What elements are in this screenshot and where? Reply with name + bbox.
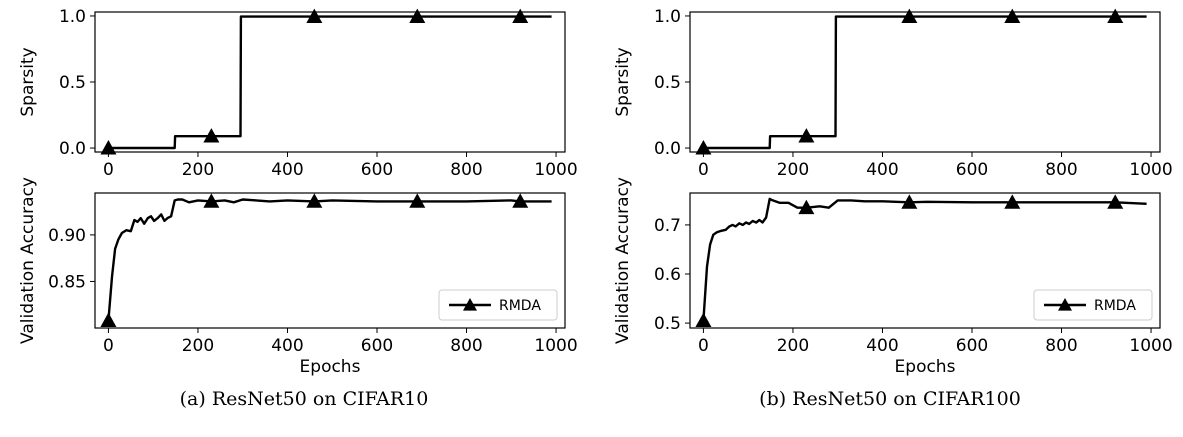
series-marker bbox=[512, 193, 529, 208]
series-marker bbox=[409, 8, 426, 24]
y-axis-label: Validation Accuracy bbox=[613, 177, 633, 344]
x-tick-label: 0 bbox=[698, 336, 709, 356]
x-tick-label: 400 bbox=[271, 336, 303, 356]
chart-a-bottom: 0 200 400 600 800 1000 0.85 0.90 Validation Accu… bbox=[18, 177, 578, 377]
series-marker bbox=[901, 194, 918, 209]
chart-a-top: 0 200 400 600 800 1000 0.0 0.5 1.0 Sparsity bbox=[18, 7, 578, 180]
series-marker bbox=[901, 8, 918, 24]
y-tick-label: 1.0 bbox=[59, 7, 86, 27]
x-axis-label: Epochs bbox=[895, 357, 956, 377]
series-marker bbox=[306, 193, 323, 208]
x-tick-label: 200 bbox=[777, 160, 809, 180]
series-marker bbox=[1107, 8, 1124, 24]
series-marker bbox=[695, 140, 712, 155]
series-line bbox=[108, 15, 552, 150]
plot-frame bbox=[94, 192, 566, 329]
x-tick-label: 800 bbox=[450, 160, 482, 180]
x-tick-label: 600 bbox=[956, 160, 988, 180]
legend: RMDA bbox=[438, 289, 558, 321]
legend: RMDA bbox=[1033, 289, 1153, 321]
chart-b-top: 0 200 400 600 800 1000 0.0 0.5 1.0 Sparsity bbox=[613, 7, 1173, 180]
x-tick-label: 800 bbox=[1045, 336, 1077, 356]
x-tick-label: 600 bbox=[361, 336, 393, 356]
series-marker bbox=[1004, 194, 1021, 209]
series-marker bbox=[798, 128, 815, 143]
legend-label: RMDA bbox=[1094, 298, 1136, 314]
x-tick-label: 1000 bbox=[1129, 336, 1172, 356]
caption-b: (b) ResNet50 on CIFAR100 bbox=[759, 388, 1021, 410]
x-tick-label: 200 bbox=[182, 336, 214, 356]
x-tick-label: 200 bbox=[777, 336, 809, 356]
x-tick-label: 400 bbox=[866, 336, 898, 356]
x-tick-label: 1000 bbox=[534, 160, 577, 180]
series-marker bbox=[100, 312, 117, 327]
legend-box bbox=[438, 289, 558, 321]
x-tick-label: 0 bbox=[103, 160, 114, 180]
y-axis-label: Validation Accuracy bbox=[18, 177, 38, 344]
y-axis-label: Sparsity bbox=[613, 47, 633, 116]
series-marker bbox=[203, 193, 220, 208]
legend-marker bbox=[1058, 298, 1072, 311]
y-tick-label: 0.5 bbox=[654, 73, 681, 93]
y-tick-label: 0.7 bbox=[654, 216, 681, 236]
y-tick-label: 0.0 bbox=[59, 139, 86, 159]
series-marker bbox=[306, 8, 323, 24]
plot-frame bbox=[689, 192, 1161, 329]
legend-box bbox=[1033, 289, 1153, 321]
legend-label: RMDA bbox=[499, 298, 541, 314]
x-tick-label: 800 bbox=[1045, 160, 1077, 180]
x-tick-label: 1000 bbox=[534, 336, 577, 356]
x-tick-label: 0 bbox=[103, 336, 114, 356]
y-tick-label: 0.5 bbox=[59, 73, 86, 93]
x-tick-label: 200 bbox=[182, 160, 214, 180]
x-tick-label: 600 bbox=[956, 336, 988, 356]
y-tick-label: 0.85 bbox=[48, 272, 86, 292]
y-tick-label: 0.0 bbox=[654, 139, 681, 159]
series-marker bbox=[798, 199, 815, 215]
y-tick-label: 0.90 bbox=[48, 226, 86, 246]
series-line bbox=[702, 197, 1147, 321]
series-line bbox=[107, 198, 552, 321]
series-marker bbox=[100, 140, 117, 155]
x-tick-label: 0 bbox=[698, 160, 709, 180]
x-tick-label: 600 bbox=[361, 160, 393, 180]
y-axis-label: Sparsity bbox=[18, 47, 38, 116]
series-marker bbox=[695, 312, 712, 328]
plot-frame bbox=[689, 11, 1161, 153]
chart-b-bottom: 0 200 400 600 800 1000 0.5 0.6 0.7 Validation Acc… bbox=[613, 177, 1173, 377]
caption-a: (a) ResNet50 on CIFAR10 bbox=[179, 388, 429, 410]
series-line bbox=[703, 15, 1147, 150]
series-marker bbox=[512, 8, 529, 24]
y-tick-label: 0.5 bbox=[654, 314, 681, 334]
x-tick-label: 400 bbox=[271, 160, 303, 180]
series-marker bbox=[409, 193, 426, 208]
series-marker bbox=[1107, 194, 1124, 209]
series-marker bbox=[1004, 8, 1021, 24]
legend-marker bbox=[463, 298, 477, 311]
x-axis-label: Epochs bbox=[300, 357, 361, 377]
x-tick-label: 1000 bbox=[1129, 160, 1172, 180]
plot-frame bbox=[94, 11, 566, 153]
x-tick-label: 400 bbox=[866, 160, 898, 180]
series-marker bbox=[203, 128, 220, 143]
y-tick-label: 1.0 bbox=[654, 7, 681, 27]
x-tick-label: 800 bbox=[450, 336, 482, 356]
y-tick-label: 0.6 bbox=[654, 265, 681, 285]
